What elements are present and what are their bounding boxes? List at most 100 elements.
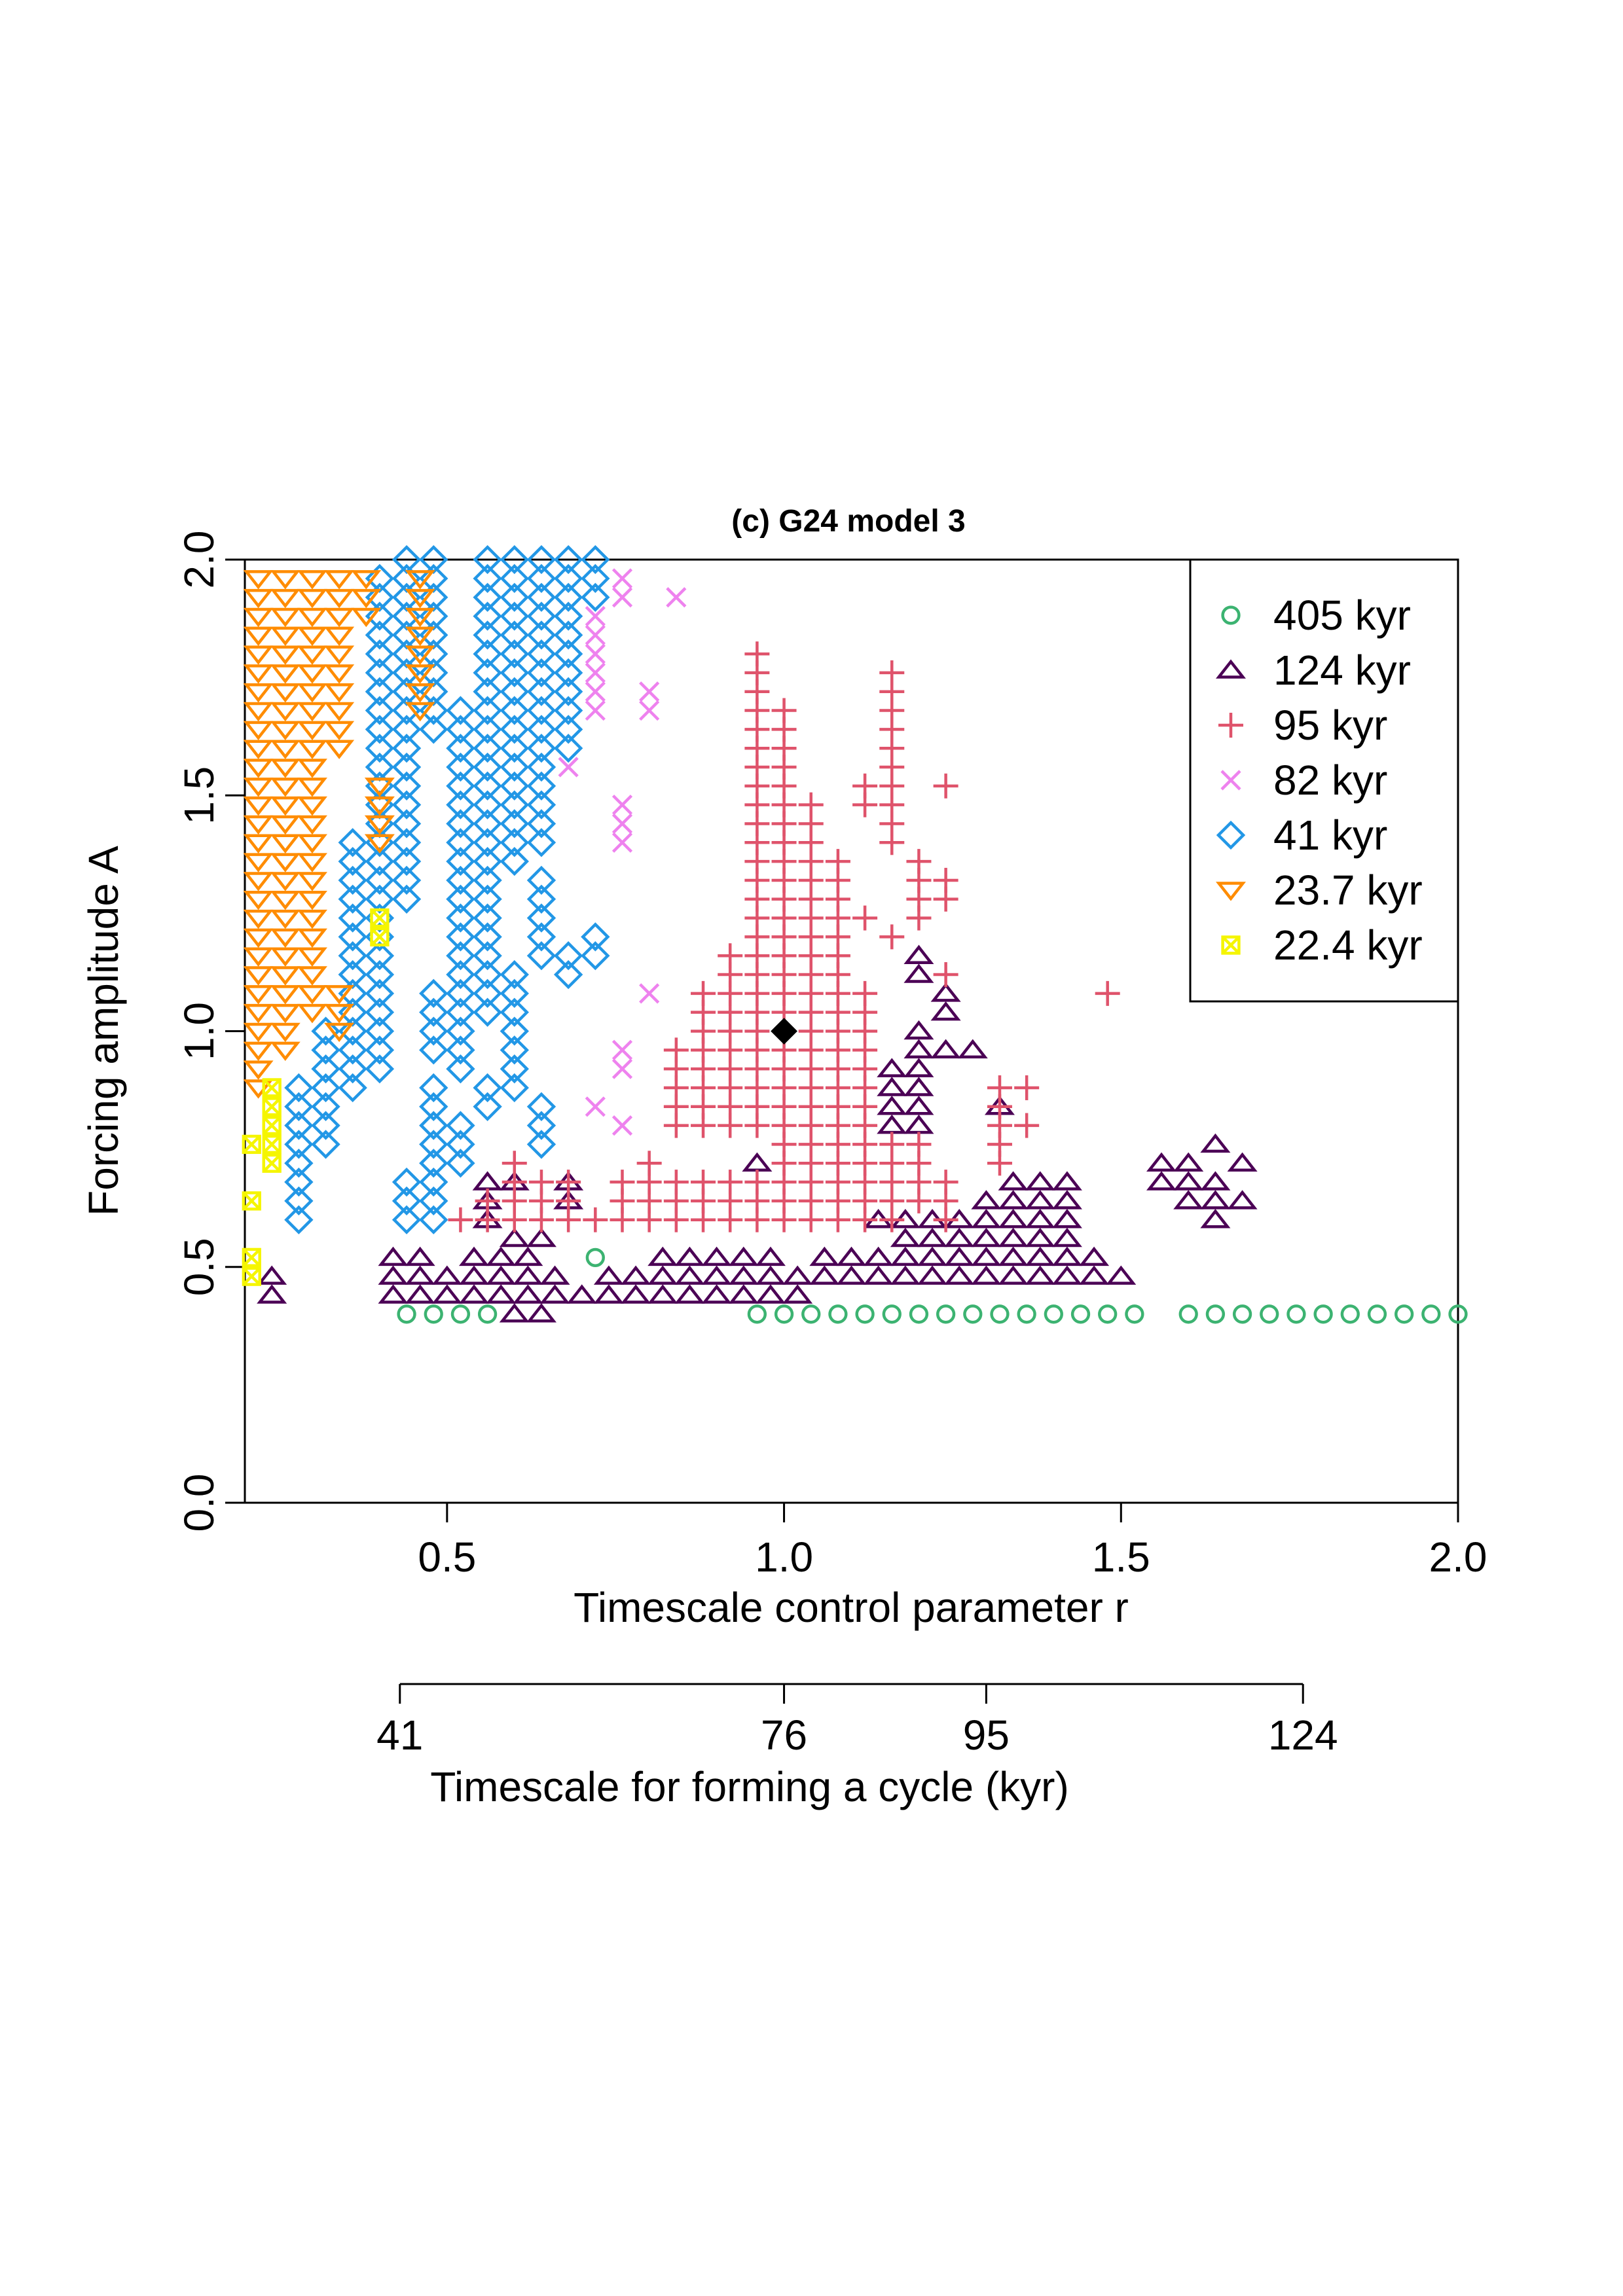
data-point — [674, 1246, 705, 1266]
data-point — [243, 626, 274, 646]
data-point — [917, 1227, 948, 1247]
data-point — [744, 1170, 770, 1195]
data-point — [526, 809, 556, 838]
data-point — [397, 1304, 416, 1324]
data-point — [270, 796, 301, 816]
data-point — [500, 1054, 529, 1084]
data-point — [297, 645, 327, 665]
data-point — [243, 796, 274, 816]
data-point — [1025, 1209, 1055, 1229]
data-point — [446, 1111, 475, 1140]
data-point — [473, 1073, 502, 1103]
data-point — [473, 884, 502, 914]
data-point — [364, 834, 395, 853]
data-point — [933, 867, 958, 893]
data-point — [513, 1284, 543, 1304]
data-point — [297, 928, 327, 948]
data-point — [297, 607, 327, 628]
data-point — [526, 583, 556, 612]
data-point — [581, 583, 610, 612]
data-point — [473, 960, 502, 990]
data-point — [701, 1246, 732, 1266]
secondary-axis-label: Timescale for forming a cycle (kyr) — [430, 1763, 1069, 1810]
data-point — [446, 865, 475, 895]
data-point — [798, 792, 824, 817]
data-point — [691, 980, 716, 1006]
data-point — [585, 700, 606, 721]
data-point — [338, 865, 367, 895]
data-point — [701, 1284, 732, 1304]
data-point — [378, 1246, 409, 1266]
data-point — [636, 1151, 662, 1176]
data-point — [297, 740, 327, 759]
data-point — [297, 626, 327, 646]
data-point — [500, 545, 529, 575]
legend-label: 405 kyr — [1273, 592, 1411, 639]
data-point — [903, 1058, 934, 1077]
data-point — [526, 790, 556, 819]
data-point — [270, 626, 301, 646]
data-point — [270, 740, 301, 759]
data-point — [877, 1114, 907, 1134]
data-point — [500, 997, 529, 1027]
data-point — [243, 928, 274, 948]
data-point — [526, 884, 556, 914]
data-point — [585, 1247, 605, 1267]
data-point — [243, 570, 274, 590]
data-point — [446, 941, 475, 971]
data-point — [903, 1039, 934, 1059]
data-point — [1051, 1227, 1082, 1247]
data-point — [473, 865, 502, 895]
data-point — [419, 1186, 448, 1216]
data-point — [1205, 1304, 1226, 1324]
data-point — [610, 1170, 635, 1195]
data-point — [526, 865, 556, 895]
legend-label: 82 kyr — [1273, 757, 1387, 804]
data-point — [1313, 1304, 1333, 1324]
data-point — [243, 740, 274, 759]
data-point — [1017, 1304, 1036, 1324]
y-tick-label: 0.5 — [175, 1238, 223, 1296]
data-point — [611, 568, 633, 589]
data-point — [297, 834, 327, 853]
data-point — [1095, 980, 1120, 1006]
data-point — [243, 985, 274, 1005]
data-point — [539, 1284, 570, 1304]
data-point — [419, 1092, 448, 1121]
data-point — [903, 944, 934, 964]
data-point — [242, 1266, 261, 1286]
data-point — [553, 620, 583, 650]
data-point — [903, 1096, 934, 1115]
data-point — [419, 1016, 448, 1046]
data-point — [1340, 1304, 1360, 1324]
data-point — [446, 752, 475, 782]
data-point — [1173, 1190, 1204, 1210]
data-point — [297, 778, 327, 797]
y-tick-label: 1.0 — [175, 1002, 223, 1060]
data-point — [647, 1284, 678, 1304]
data-point — [473, 1092, 502, 1121]
data-point — [539, 1265, 570, 1285]
data-point — [446, 771, 475, 801]
data-point — [611, 813, 633, 834]
data-point — [446, 960, 475, 990]
data-point — [917, 1246, 948, 1266]
data-point — [500, 960, 529, 990]
data-point — [1232, 1304, 1252, 1324]
data-point — [473, 809, 502, 838]
data-point — [338, 903, 367, 933]
data-point — [262, 1134, 282, 1155]
data-point — [243, 1060, 274, 1080]
data-point — [500, 601, 529, 631]
data-point — [1200, 1171, 1231, 1191]
data-point — [446, 1035, 475, 1065]
data-point — [297, 891, 327, 910]
data-point — [499, 1303, 530, 1323]
data-point — [585, 1096, 606, 1117]
data-point — [473, 734, 502, 763]
data-point — [392, 846, 422, 876]
data-point — [836, 1246, 867, 1266]
data-point — [473, 846, 502, 876]
data-point — [963, 1304, 983, 1324]
